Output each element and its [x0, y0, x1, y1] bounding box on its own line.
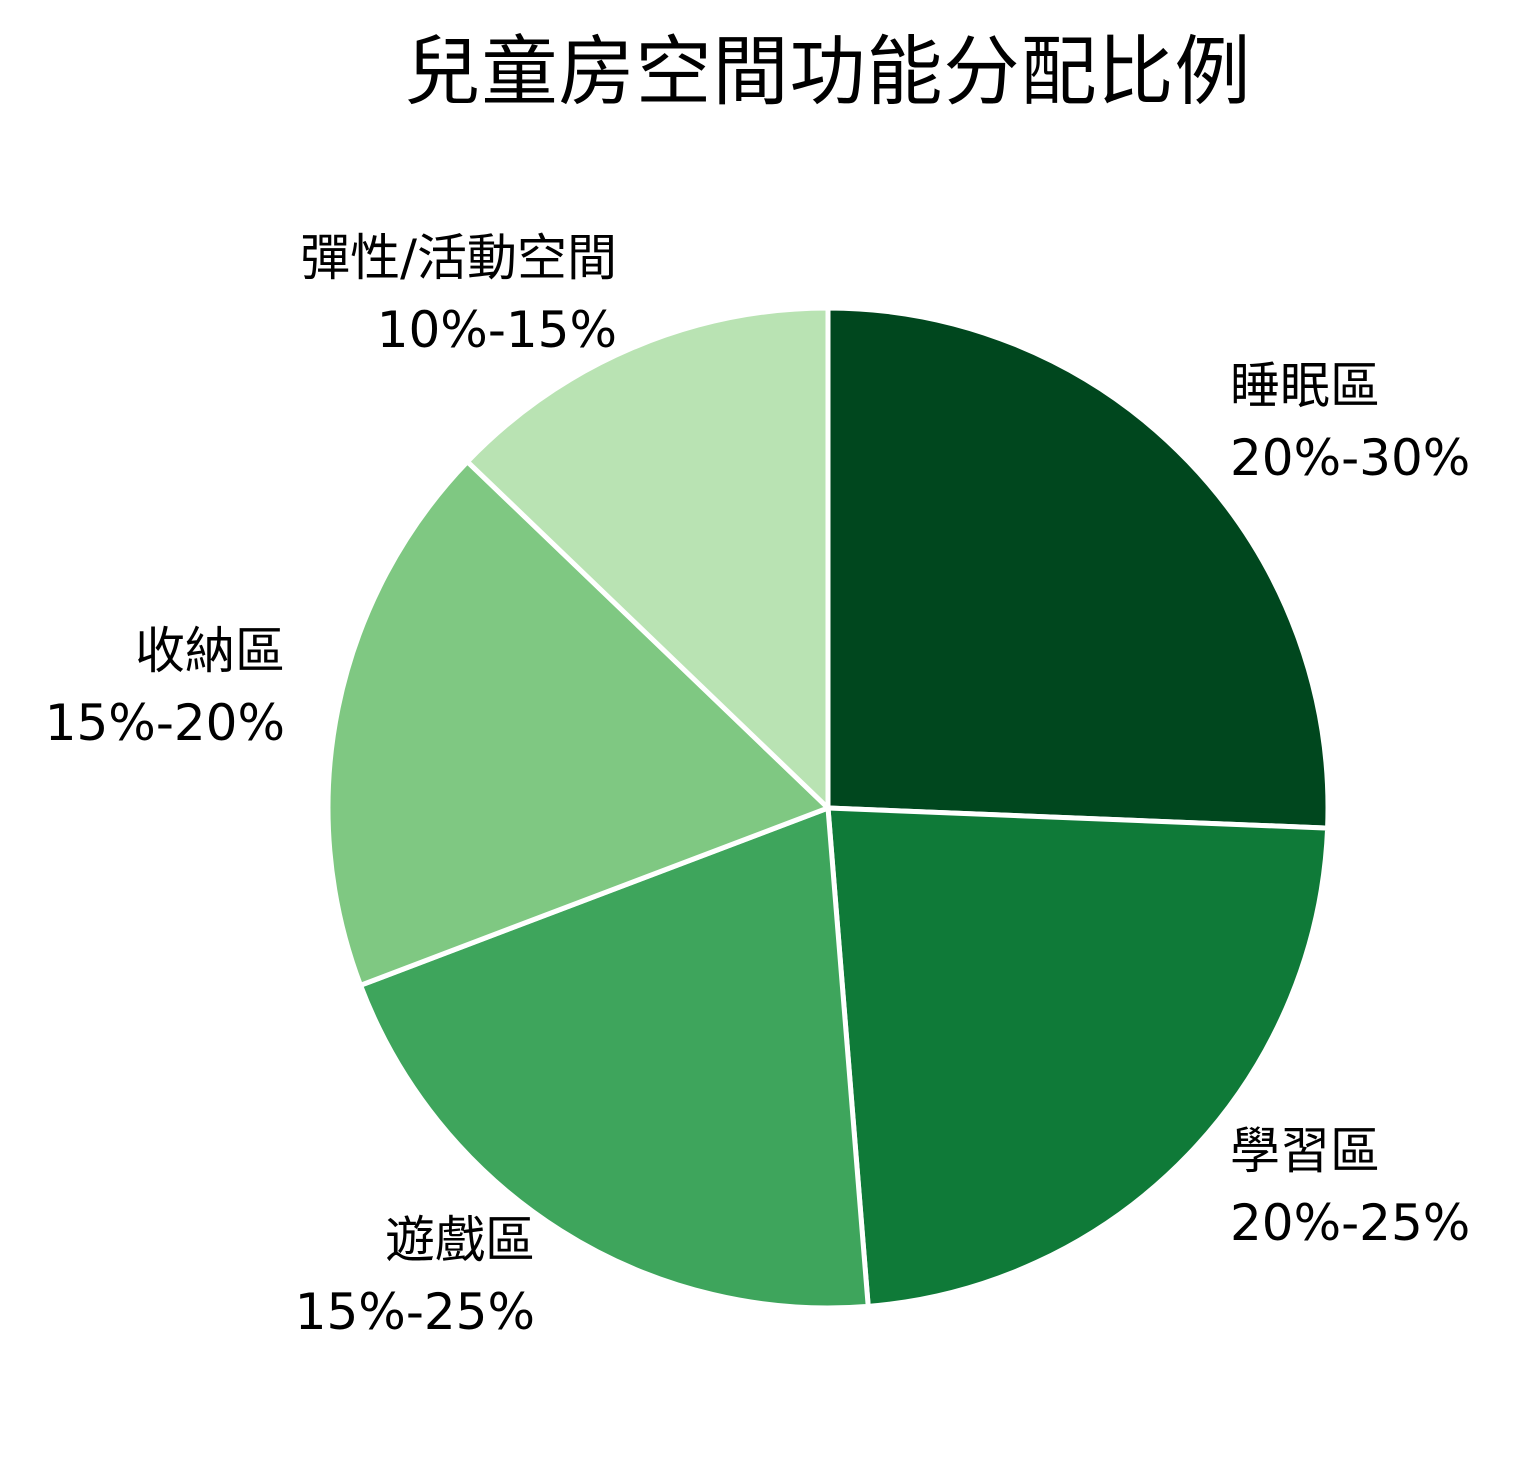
slice-label-range: 15%-25%: [294, 1283, 535, 1341]
slice-label-storage: 收納區 15%-20%: [45, 615, 285, 759]
pie-slice-play: [357, 805, 871, 1311]
pie-slice-storage: [325, 459, 831, 988]
slice-label-name: 學習區: [1230, 1122, 1380, 1180]
pie-slice-sleep: [825, 305, 1331, 831]
slice-label-range: 15%-20%: [44, 694, 285, 752]
chart-title: 兒童房空間功能分配比例: [404, 27, 1252, 116]
slice-label-range: 20%-30%: [1230, 429, 1471, 487]
slice-label-play: 遊戲區 15%-25%: [295, 1204, 535, 1348]
slice-label-name: 遊戲區: [385, 1211, 535, 1269]
slice-label-name: 收納區: [135, 622, 285, 680]
slice-label-name: 睡眠區: [1230, 357, 1380, 415]
slice-label-name: 彈性/活動空間: [300, 229, 617, 287]
slice-label-range: 20%-25%: [1230, 1194, 1471, 1252]
slice-label-study: 學習區 20%-25%: [1230, 1115, 1470, 1259]
pie-slice-flex-activity: [464, 305, 831, 811]
slice-label-flex-activity: 彈性/活動空間 10%-15%: [300, 222, 617, 366]
pie-slice-study: [825, 805, 1331, 1309]
slice-label-sleep: 睡眠區 20%-30%: [1230, 350, 1470, 494]
slice-label-range: 10%-15%: [376, 301, 617, 359]
